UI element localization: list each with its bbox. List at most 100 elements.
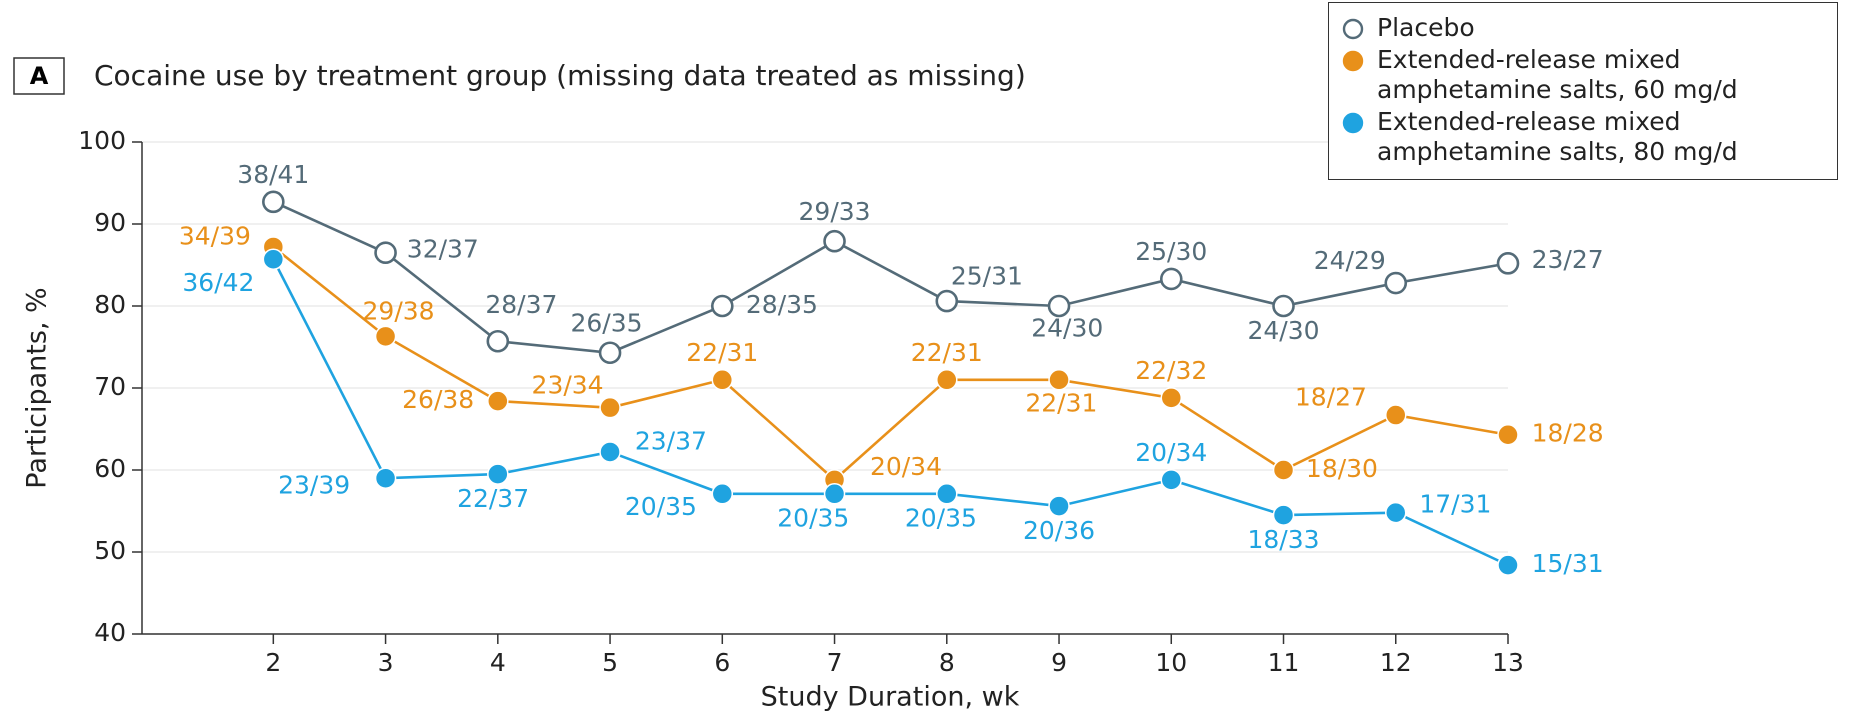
data-point bbox=[487, 390, 509, 412]
data-point bbox=[935, 289, 959, 313]
legend-label: Extended-release mixed amphetamine salts… bbox=[1377, 107, 1738, 166]
data-label: 36/42 bbox=[182, 268, 254, 297]
x-tick-label: 4 bbox=[490, 648, 506, 677]
data-point bbox=[598, 341, 622, 365]
data-label: 23/39 bbox=[278, 470, 350, 499]
data-point bbox=[1048, 495, 1070, 517]
y-tick-label: 70 bbox=[94, 372, 126, 401]
data-point bbox=[823, 483, 846, 505]
data-point bbox=[936, 483, 958, 505]
data-label: 24/30 bbox=[1247, 316, 1319, 345]
data-point bbox=[1385, 501, 1407, 524]
data-point bbox=[599, 396, 621, 419]
data-point bbox=[374, 467, 397, 489]
series-line bbox=[272, 245, 1509, 482]
x-tick-label: 7 bbox=[827, 648, 843, 677]
x-tick-label: 10 bbox=[1155, 648, 1187, 677]
data-label: 23/37 bbox=[635, 427, 707, 456]
data-label: 34/39 bbox=[179, 222, 251, 251]
data-point bbox=[262, 248, 285, 271]
data-label: 18/30 bbox=[1306, 454, 1378, 483]
data-point bbox=[1272, 504, 1295, 526]
data-label: 22/31 bbox=[911, 338, 983, 367]
data-point bbox=[1497, 554, 1519, 576]
data-label: 20/34 bbox=[1135, 438, 1207, 467]
data-label: 22/31 bbox=[686, 338, 758, 367]
data-point bbox=[262, 190, 285, 214]
data-label: 25/30 bbox=[1135, 237, 1207, 266]
data-label: 26/38 bbox=[402, 385, 474, 414]
legend-item: Extended-release mixed amphetamine salts… bbox=[1329, 107, 1837, 167]
data-label: 18/27 bbox=[1295, 383, 1367, 412]
data-label: 23/34 bbox=[532, 370, 604, 399]
data-label: 18/33 bbox=[1247, 525, 1319, 554]
legend-label: Placebo bbox=[1377, 13, 1475, 42]
x-tick-label: 2 bbox=[265, 648, 281, 677]
legend-item: Extended-release mixed amphetamine salts… bbox=[1329, 45, 1837, 105]
data-label: 17/31 bbox=[1419, 490, 1491, 519]
data-point bbox=[487, 463, 509, 485]
legend-marker-circle bbox=[1342, 50, 1364, 72]
y-tick-label: 80 bbox=[94, 290, 126, 319]
data-point bbox=[1272, 459, 1295, 481]
data-label: 20/34 bbox=[870, 452, 942, 481]
data-point bbox=[711, 369, 734, 391]
data-point bbox=[1385, 404, 1407, 426]
data-label: 23/27 bbox=[1532, 245, 1604, 274]
data-point bbox=[1047, 294, 1071, 318]
y-axis-label: Participants, % bbox=[22, 287, 53, 488]
data-point bbox=[1159, 267, 1183, 291]
panel-label: A bbox=[30, 62, 49, 90]
legend-label: Extended-release mixed amphetamine salts… bbox=[1377, 45, 1738, 104]
series-line bbox=[272, 200, 1509, 355]
data-label: 38/41 bbox=[237, 160, 309, 189]
x-tick-label: 3 bbox=[378, 648, 394, 677]
x-tick-label: 8 bbox=[939, 648, 955, 677]
data-label: 15/31 bbox=[1532, 549, 1604, 578]
data-point bbox=[486, 329, 510, 353]
data-label: 22/37 bbox=[457, 484, 529, 513]
legend-item: Placebo bbox=[1329, 13, 1837, 43]
data-point bbox=[710, 294, 734, 318]
x-tick-label: 9 bbox=[1051, 648, 1067, 677]
chart-title: Cocaine use by treatment group (missing … bbox=[94, 59, 1026, 92]
y-tick-label: 100 bbox=[78, 126, 126, 155]
legend-marker bbox=[1342, 50, 1364, 72]
x-tick-label: 5 bbox=[602, 648, 618, 677]
data-label: 20/35 bbox=[625, 492, 697, 521]
y-tick-label: 40 bbox=[94, 618, 126, 647]
data-point bbox=[1272, 294, 1295, 318]
data-label: 28/37 bbox=[485, 290, 557, 319]
data-point bbox=[374, 241, 397, 264]
data-point bbox=[1496, 252, 1520, 275]
data-label: 20/36 bbox=[1023, 516, 1095, 545]
data-label: 29/38 bbox=[363, 297, 435, 326]
legend-marker-circle bbox=[1342, 18, 1364, 40]
data-point bbox=[1048, 369, 1070, 391]
x-axis-label: Study Duration, wk bbox=[761, 682, 1020, 711]
y-tick-label: 90 bbox=[94, 208, 126, 237]
data-label: 25/31 bbox=[951, 261, 1023, 290]
data-label: 24/30 bbox=[1031, 314, 1103, 343]
panel-label-box bbox=[13, 57, 65, 95]
y-tick-label: 50 bbox=[94, 536, 126, 565]
data-point bbox=[936, 369, 958, 391]
data-label: 26/35 bbox=[570, 308, 642, 337]
data-point bbox=[1497, 423, 1519, 446]
data-point bbox=[1160, 469, 1183, 491]
y-tick-label: 60 bbox=[94, 454, 126, 483]
data-label: 22/31 bbox=[1025, 389, 1097, 418]
data-label: 29/33 bbox=[799, 197, 871, 226]
data-point bbox=[1384, 271, 1408, 295]
data-label: 20/35 bbox=[905, 504, 977, 533]
legend: Placebo Extended-release mixed amphetamin… bbox=[1328, 2, 1838, 180]
data-label: 18/28 bbox=[1532, 419, 1604, 448]
legend-marker bbox=[1342, 18, 1364, 40]
x-tick-label: 11 bbox=[1268, 648, 1300, 677]
data-point bbox=[599, 441, 621, 463]
data-point bbox=[1160, 387, 1183, 409]
data-point bbox=[374, 325, 397, 348]
x-tick-label: 13 bbox=[1492, 648, 1524, 677]
data-label: 20/35 bbox=[777, 504, 849, 533]
